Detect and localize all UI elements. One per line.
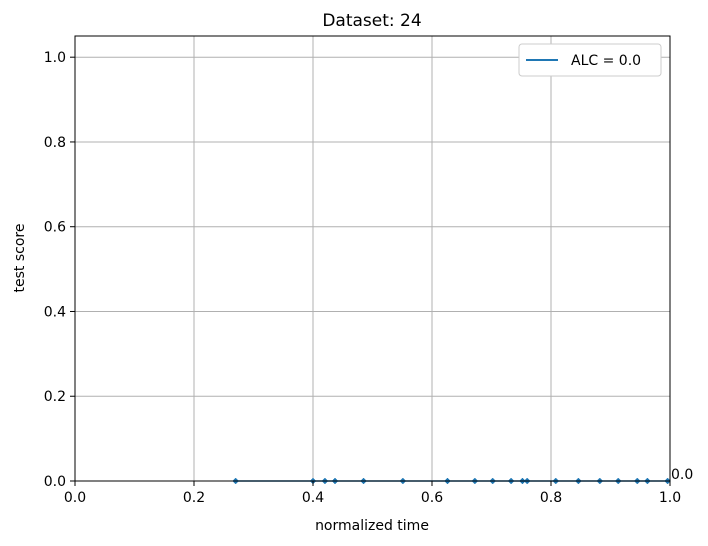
x-tick-label: 1.0 (659, 490, 681, 506)
y-axis-ticks: 0.0 0.2 0.4 0.6 0.8 1.0 (44, 50, 75, 490)
x-axis-ticks: 0.0 0.2 0.4 0.6 0.8 1.0 (64, 481, 681, 506)
y-tick-label: 1.0 (44, 50, 66, 66)
chart-title: Dataset: 24 (322, 11, 421, 31)
annotations: 0.0 (671, 467, 693, 483)
legend: ALC = 0.0 (518, 43, 662, 77)
y-tick-label: 0.4 (44, 304, 66, 320)
data-annotation: 0.0 (671, 467, 693, 483)
y-tick-label: 0.6 (44, 220, 66, 236)
y-tick-label: 0.2 (44, 389, 66, 405)
x-tick-label: 0.8 (540, 490, 562, 506)
y-tick-label: 0.8 (44, 135, 66, 151)
x-tick-label: 0.6 (421, 490, 443, 506)
y-tick-label: 0.0 (44, 474, 66, 490)
x-tick-label: 0.0 (64, 490, 86, 506)
x-tick-label: 0.4 (302, 490, 324, 506)
legend-box (518, 43, 662, 77)
x-tick-label: 0.2 (183, 490, 205, 506)
axes-frame (74, 35, 671, 482)
legend-label: ALC = 0.0 (571, 53, 641, 69)
y-axis-label: test score (12, 224, 28, 293)
x-axis-label: normalized time (315, 518, 429, 534)
